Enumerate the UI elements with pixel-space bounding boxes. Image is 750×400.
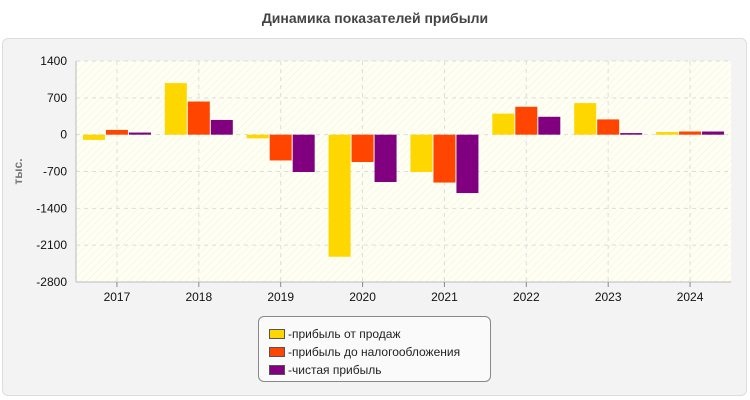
y-axis-label: тыс.	[11, 158, 25, 184]
legend-dash: -	[288, 345, 292, 359]
legend-item-pretax-profit: - прибыль до налогообложения	[269, 343, 490, 361]
legend-swatch	[269, 347, 285, 357]
bar-3-2022	[538, 116, 561, 135]
y-tick-label: -2100	[36, 238, 67, 252]
bar-3-2019	[292, 134, 315, 173]
x-tick-label: 2021	[431, 290, 458, 304]
bar-2-2018	[187, 101, 210, 135]
bar-2-2024	[679, 131, 702, 135]
bar-1-2022	[492, 113, 515, 135]
x-tick-label: 2017	[104, 290, 131, 304]
y-tick-label: 0	[60, 128, 67, 142]
y-tick-label: -2800	[36, 275, 67, 289]
legend-label: прибыль от продаж	[292, 327, 401, 341]
bar-3-2018	[210, 119, 233, 135]
bar-1-2019	[246, 134, 269, 139]
legend-item-net-profit: - чистая прибыль	[269, 361, 490, 379]
bar-2-2019	[269, 134, 292, 161]
x-tick-label: 2023	[595, 290, 622, 304]
legend-label: прибыль до налогообложения	[292, 345, 461, 359]
x-tick-label: 2022	[513, 290, 540, 304]
y-tick-label: -700	[43, 165, 67, 179]
chart-legend: - прибыль от продаж - прибыль до налогоо…	[258, 316, 491, 382]
bar-3-2021	[456, 134, 479, 194]
y-tick-label: 700	[47, 91, 67, 105]
bar-1-2024	[656, 132, 679, 135]
legend-swatch	[269, 365, 285, 375]
legend-label: чистая прибыль	[292, 363, 382, 377]
y-tick-label: 1400	[40, 54, 67, 68]
bar-2-2021	[433, 134, 456, 183]
bar-3-2024	[702, 131, 725, 135]
bar-1-2017	[82, 134, 105, 140]
x-tick-label: 2018	[185, 290, 212, 304]
legend-dash: -	[288, 327, 292, 341]
bar-1-2018	[164, 83, 187, 135]
x-tick-label: 2024	[677, 290, 704, 304]
bar-3-2023	[620, 133, 643, 135]
bar-2-2017	[105, 129, 128, 135]
bar-2-2022	[515, 106, 538, 135]
legend-item-sales-profit: - прибыль от продаж	[269, 325, 490, 343]
x-tick-label: 2020	[349, 290, 376, 304]
bar-2-2020	[351, 134, 374, 163]
bar-1-2021	[410, 134, 433, 173]
bar-3-2020	[374, 134, 397, 183]
bar-3-2017	[128, 132, 151, 135]
bar-2-2023	[597, 119, 620, 135]
x-tick-label: 2019	[267, 290, 294, 304]
bar-1-2023	[574, 103, 597, 135]
bar-1-2020	[328, 134, 351, 257]
legend-swatch	[269, 329, 285, 339]
chart-title: Динамика показателей прибыли	[261, 10, 489, 26]
y-tick-label: -1400	[36, 201, 67, 215]
legend-dash: -	[288, 363, 292, 377]
